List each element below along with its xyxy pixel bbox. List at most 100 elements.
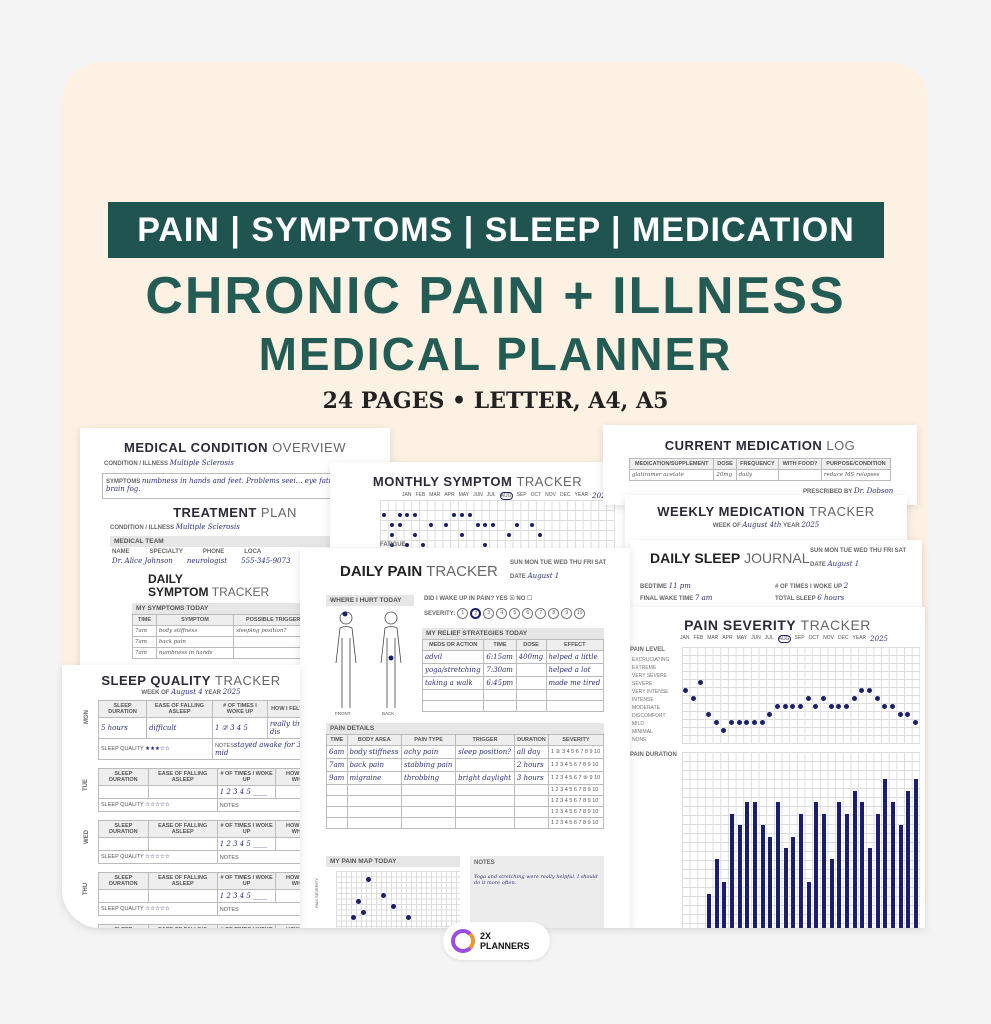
column-header: EASE OF FALLING ASLEEP xyxy=(146,700,213,718)
month-label: JUL xyxy=(764,635,774,641)
severity-dot xyxy=(890,704,896,709)
month-label: JUL xyxy=(486,492,496,498)
pain-details-table: TIME BODY AREA PAIN TYPE TRIGGER DURATION SEV… xyxy=(326,734,605,829)
page-sleep-quality: SLEEP QUALITY TRACKER WEEK OF August 4 Y… xyxy=(62,665,300,928)
cell: 7:30am xyxy=(483,663,517,677)
duration-bar xyxy=(768,836,773,928)
severity-option[interactable]: 6 xyxy=(522,608,534,619)
duration-bar xyxy=(852,790,857,928)
month-label: DEC xyxy=(837,635,849,641)
day-label: THU xyxy=(83,882,90,896)
severity-option[interactable]: 5 xyxy=(509,608,521,619)
brand-ring-icon xyxy=(451,929,475,953)
severity-option[interactable]: 7 xyxy=(535,608,547,619)
level-label: MINIMAL xyxy=(632,729,653,735)
star-rating[interactable]: ★★★☆☆ xyxy=(143,746,170,752)
table-row: SLEEP QUALITY ☆☆☆☆☆ NOTES xyxy=(98,850,300,864)
cell: advil xyxy=(421,650,485,664)
severity-option[interactable]: 1 xyxy=(457,608,469,619)
year-label: YEAR xyxy=(574,492,589,498)
column-header: # OF TIMES I WOKE UP xyxy=(216,924,277,928)
notes-label: NOTES xyxy=(219,855,239,861)
symptom-dot xyxy=(475,523,480,527)
star-rating[interactable]: ☆☆☆☆☆ xyxy=(143,854,170,860)
month-label: JUN xyxy=(751,635,761,641)
severity-dot xyxy=(882,704,888,709)
table-row: yoga/stretching 7:30am helped a lot xyxy=(421,663,604,677)
section-header: MY SYMPTOMS TODAY xyxy=(132,603,334,614)
cell xyxy=(513,784,549,796)
cell: SLEEP QUALITY ☆☆☆☆☆ xyxy=(98,902,218,916)
column-header: HOW I FELT WHEN I xyxy=(275,872,300,890)
table-row: SLEEP QUALITY ☆☆☆☆☆ NOTES xyxy=(98,798,300,812)
section-header: PAIN DETAILS xyxy=(326,723,604,734)
cell: 1 2 3 4 5 6 7 ⑧ 9 10 xyxy=(547,771,605,785)
duration-bar xyxy=(730,813,735,928)
severity-dot xyxy=(782,704,788,709)
cell xyxy=(98,889,149,903)
symptom-dot xyxy=(538,533,542,537)
sleep-days: MON SLEEP DURATION EASE OF FALLING ASLEEP #… xyxy=(62,696,300,928)
table-row: 7am back pain stabbing pain 2 hours 1 2 3 4 … xyxy=(326,758,605,772)
cell: NOTES xyxy=(216,850,300,864)
severity-option[interactable]: 8 xyxy=(548,608,560,619)
star-rating[interactable]: ☆☆☆☆☆ xyxy=(143,802,170,808)
cell xyxy=(545,700,604,712)
duration-bar xyxy=(714,859,719,928)
field-label: DATE xyxy=(510,574,526,580)
page-daily-sleep: DAILY SLEEP JOURNAL SUN MON TUE WED THU … xyxy=(630,540,922,615)
severity-option[interactable]: 3 xyxy=(483,608,495,619)
column-header: SLEEP DURATION xyxy=(98,820,149,838)
medication-table: MEDICATION/SUPPLEMENT DOSE FREQUENCY WITH F… xyxy=(628,458,892,481)
severity-option[interactable]: 4 xyxy=(496,608,508,619)
cell xyxy=(346,795,403,807)
severity-dot xyxy=(897,712,903,717)
severity-option[interactable]: 9 xyxy=(561,608,573,619)
page-title: DAILY SYMPTOM TRACKER xyxy=(148,572,270,599)
sleep-day-block: WED SLEEP DURATION EASE OF FALLING ASLEEP #… xyxy=(84,820,300,864)
quality-label: SLEEP QUALITY xyxy=(101,854,144,860)
month-label: OCT xyxy=(808,635,820,641)
section-header: PAIN DURATION xyxy=(630,752,677,758)
front-label: FRONT xyxy=(335,711,351,716)
column-header: EFFECT xyxy=(545,639,604,651)
cell: 1 2 3 4 5 ____ xyxy=(216,785,277,799)
column-header: SLEEP DURATION xyxy=(97,700,148,718)
field-value: August 1 xyxy=(827,560,860,568)
prescribed-by-label: PRESCRIBED BY xyxy=(803,489,853,495)
cell: 1 2 3 4 5 6 7 8 9 10 xyxy=(547,795,605,807)
day-label: MON xyxy=(84,710,90,724)
symptom-dot xyxy=(452,513,457,517)
prescribed-by-value: Dr. Dobson xyxy=(854,487,894,495)
severity-dot xyxy=(851,696,857,701)
table-row: 1 2 3 4 5 ____ xyxy=(98,785,300,799)
level-labels: EXCRUCIATING EXTREME VERY SEVERE SEVERE VERY… xyxy=(632,656,669,744)
field-value: Multiple Sclerosis xyxy=(175,523,240,531)
severity-option[interactable]: 2 xyxy=(470,608,482,619)
severity-dot xyxy=(821,696,827,701)
star-rating[interactable]: ☆☆☆☆☆ xyxy=(143,906,170,912)
cell: stabbing pain xyxy=(401,758,457,772)
column-header: PHONE xyxy=(202,549,225,555)
cell xyxy=(515,700,547,712)
cell: body stiffness xyxy=(346,745,403,759)
month-label: OCT xyxy=(530,492,542,498)
severity-dot xyxy=(905,712,911,717)
column-header: EASE OF FALLING ASLEEP xyxy=(147,820,218,838)
cell: 7am xyxy=(326,758,348,772)
symptom-dot xyxy=(514,523,519,527)
level-label: VERY INTENSE xyxy=(632,689,669,695)
symptom-dot xyxy=(405,513,410,517)
duration-bar xyxy=(760,825,765,928)
yes-checkbox[interactable]: ☒ xyxy=(509,596,515,602)
column-header: EASE OF FALLING ASLEEP xyxy=(147,924,218,928)
no-checkbox[interactable]: ☐ xyxy=(527,596,533,602)
severity-dot xyxy=(874,696,880,701)
severity-dot xyxy=(790,704,796,709)
cell: 1 2 3 4 5 6 7 8 9 10 xyxy=(547,784,605,796)
severity-option[interactable]: 10 xyxy=(574,608,586,619)
cell: SLEEP QUALITY ★★★☆☆ xyxy=(98,738,213,760)
